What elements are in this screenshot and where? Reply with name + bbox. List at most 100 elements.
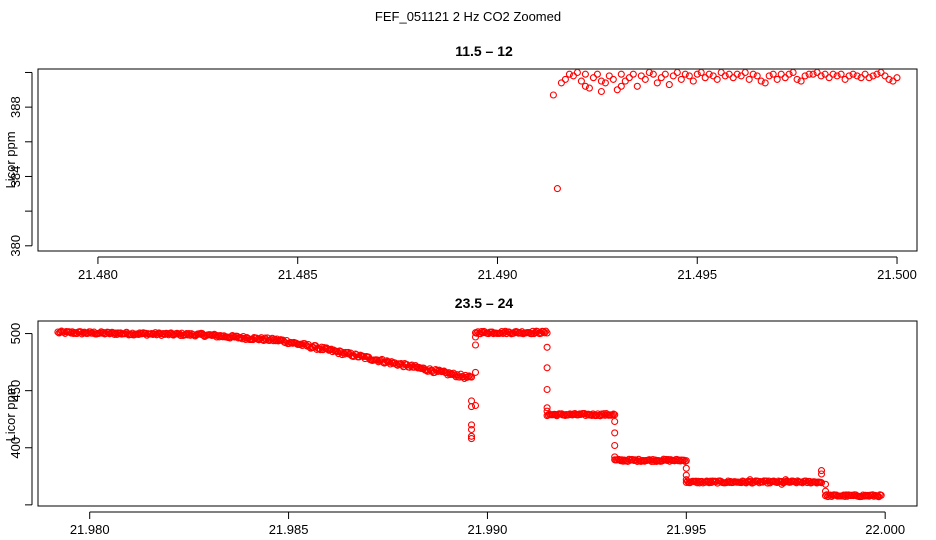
data-point bbox=[611, 441, 619, 450]
chart-2-plot-box bbox=[37, 320, 918, 507]
chart-2-points bbox=[54, 327, 885, 501]
data-point bbox=[673, 68, 681, 77]
y-tick-label: 384 bbox=[8, 166, 23, 188]
data-point bbox=[841, 75, 849, 83]
data-point bbox=[446, 370, 454, 379]
data-point bbox=[467, 435, 476, 443]
chart-1-y-axis: 380 384 388 bbox=[8, 71, 33, 257]
data-point bbox=[577, 77, 585, 85]
data-point bbox=[829, 70, 837, 78]
data-point bbox=[669, 72, 677, 80]
data-point bbox=[601, 79, 609, 87]
data-point bbox=[322, 344, 331, 352]
y-tick-label: 500 bbox=[8, 323, 23, 345]
figure-title: FEF_051121 2 Hz CO2 Zoomed bbox=[375, 9, 561, 24]
data-point bbox=[597, 77, 605, 85]
data-point bbox=[857, 74, 865, 82]
data-point bbox=[821, 487, 830, 495]
chart-2-y-axis: 400 450 500 bbox=[8, 323, 33, 506]
data-point bbox=[682, 471, 690, 479]
y-tick-label: 380 bbox=[8, 235, 23, 257]
data-point bbox=[637, 72, 645, 80]
x-tick-label: 21.490 bbox=[478, 267, 518, 282]
data-point bbox=[717, 68, 725, 77]
data-point bbox=[845, 72, 853, 80]
data-point bbox=[653, 79, 661, 87]
data-point bbox=[543, 385, 551, 394]
chart-1-ylabel: Licor ppm bbox=[3, 131, 18, 188]
data-point bbox=[773, 75, 781, 83]
data-point bbox=[821, 480, 830, 488]
data-point bbox=[741, 68, 749, 77]
x-tick-label: 21.485 bbox=[278, 267, 318, 282]
data-point bbox=[881, 72, 889, 80]
data-point bbox=[557, 79, 565, 87]
data-point bbox=[817, 470, 826, 478]
data-point bbox=[817, 467, 826, 475]
chart-1-x-axis: 21.480 21.485 21.490 21.495 21.500 bbox=[78, 256, 917, 282]
data-point bbox=[682, 457, 690, 465]
data-point bbox=[573, 68, 581, 77]
data-point bbox=[565, 70, 573, 78]
data-point bbox=[777, 70, 785, 78]
data-point bbox=[467, 421, 476, 429]
x-tick-label: 22.000 bbox=[865, 522, 905, 537]
data-point bbox=[633, 82, 641, 90]
data-point bbox=[825, 74, 833, 82]
x-tick-label: 21.985 bbox=[269, 522, 309, 537]
data-point bbox=[853, 72, 861, 80]
data-point bbox=[625, 74, 633, 82]
y-tick-label: 400 bbox=[8, 437, 23, 459]
data-point bbox=[665, 81, 673, 89]
data-point bbox=[709, 72, 717, 80]
data-point bbox=[761, 79, 769, 87]
data-point bbox=[885, 75, 893, 83]
chart-panel-2: 23.5 – 24 Licor ppm 21.980 21.985 21.990 21… bbox=[3, 295, 918, 537]
data-point bbox=[785, 70, 793, 78]
data-point bbox=[471, 368, 480, 376]
data-point bbox=[749, 70, 757, 78]
data-point bbox=[589, 74, 597, 82]
data-point bbox=[543, 343, 551, 351]
y-tick-label: 450 bbox=[8, 380, 23, 402]
data-point bbox=[677, 75, 685, 83]
data-point bbox=[543, 329, 551, 337]
data-point bbox=[549, 91, 557, 99]
data-point bbox=[693, 70, 701, 78]
data-point bbox=[185, 329, 193, 338]
chart-1-points bbox=[549, 68, 901, 193]
x-tick-label: 21.480 bbox=[78, 267, 118, 282]
data-point bbox=[471, 401, 480, 410]
data-point bbox=[645, 68, 653, 77]
data-point bbox=[753, 72, 761, 80]
data-point bbox=[608, 411, 616, 419]
data-point bbox=[581, 70, 589, 78]
data-point bbox=[778, 480, 786, 488]
data-point bbox=[849, 70, 857, 78]
chart-2-title: 23.5 – 24 bbox=[455, 295, 514, 311]
data-point bbox=[471, 333, 480, 341]
data-point bbox=[561, 75, 569, 83]
data-point bbox=[471, 341, 480, 349]
data-point bbox=[543, 364, 551, 372]
data-point bbox=[745, 75, 753, 83]
data-point bbox=[869, 72, 877, 80]
data-point bbox=[729, 74, 737, 82]
data-point bbox=[597, 87, 605, 96]
data-point bbox=[765, 72, 773, 80]
chart-2-x-axis: 21.980 21.985 21.990 21.995 22.000 bbox=[70, 511, 905, 537]
data-point bbox=[611, 429, 619, 437]
data-point bbox=[685, 72, 693, 80]
data-point bbox=[681, 70, 689, 78]
data-point bbox=[837, 70, 845, 78]
x-tick-label: 21.990 bbox=[468, 522, 508, 537]
data-point bbox=[611, 453, 619, 461]
data-point bbox=[801, 72, 809, 80]
chart-1-title: 11.5 – 12 bbox=[455, 43, 513, 59]
data-point bbox=[797, 77, 805, 85]
data-point bbox=[682, 476, 690, 484]
data-point bbox=[467, 403, 476, 411]
data-point bbox=[805, 70, 813, 78]
data-point bbox=[621, 77, 629, 85]
